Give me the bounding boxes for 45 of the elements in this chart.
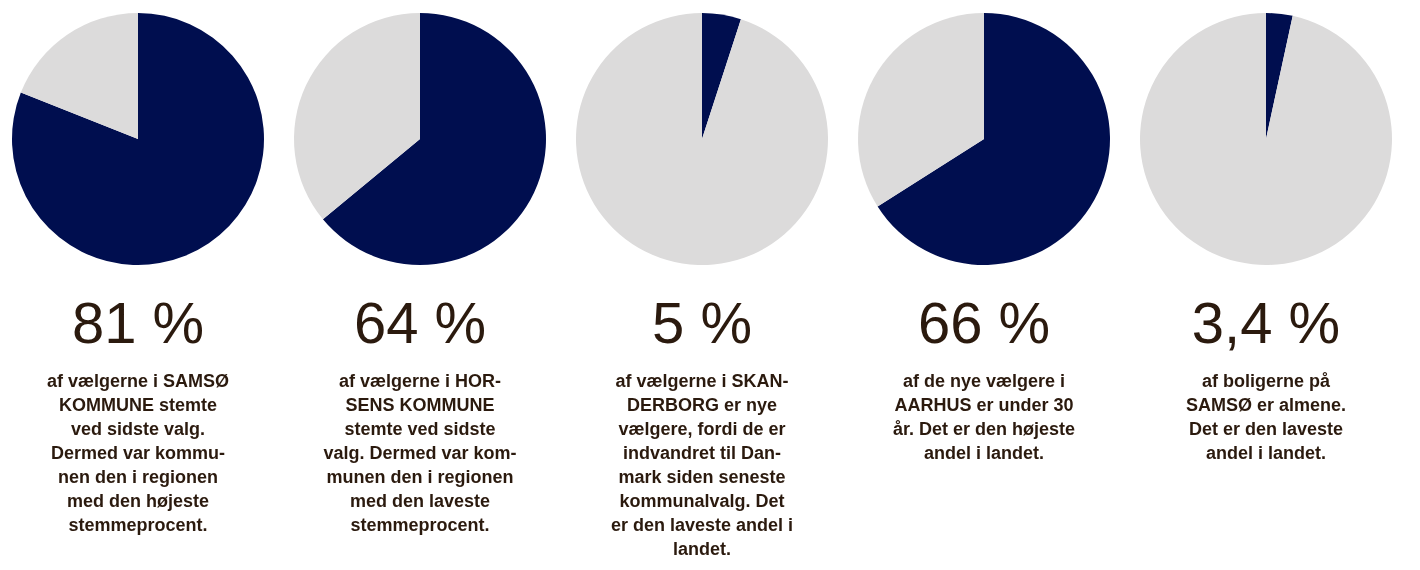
- text: 64 %: [353, 290, 487, 355]
- text: indvandret til Dan-: [622, 443, 782, 463]
- text: af vælgerne i SKAN-: [615, 371, 789, 391]
- text: af boligerne på: [1201, 371, 1331, 391]
- text: munen den i regionen: [326, 467, 514, 487]
- text: stemte ved sidste: [344, 419, 496, 439]
- pie-slice: [12, 13, 264, 265]
- text: er den laveste andel i: [610, 515, 794, 535]
- text: valg. Dermed var kom-: [323, 443, 517, 463]
- text: med den højeste: [66, 491, 210, 511]
- text: 81 %: [71, 290, 205, 355]
- text: stemmeprocent.: [68, 515, 208, 535]
- text: stemmeprocent.: [350, 515, 490, 535]
- text: af vælgerne i HOR-: [338, 371, 502, 391]
- text: vælgere, fordi de er: [618, 419, 786, 439]
- pie-slice: [576, 13, 828, 265]
- text: andel i landet.: [923, 443, 1045, 463]
- pie-slice: [877, 13, 1110, 265]
- text: DERBORG er nye: [626, 395, 778, 415]
- pie-slice: [20, 13, 138, 139]
- text: af de nye vælgere i: [902, 371, 1066, 391]
- pie-slice: [702, 13, 741, 139]
- pie-slice: [322, 13, 546, 265]
- pie-slice: [1266, 13, 1293, 139]
- pie-slice: [1140, 13, 1392, 265]
- text: AARHUS er under 30: [894, 395, 1074, 415]
- text: SENS KOMMUNE: [345, 395, 495, 415]
- text: 5 %: [652, 290, 752, 355]
- text: kommunalvalg. Det: [619, 491, 785, 511]
- text: Dermed var kommu-: [50, 443, 226, 463]
- text: nen den i regionen: [57, 467, 219, 487]
- text: 3,4 %: [1191, 290, 1341, 355]
- text: KOMMUNE stemte: [58, 395, 218, 415]
- text: med den laveste: [349, 491, 491, 511]
- text: landet.: [672, 539, 732, 559]
- text: Det er den laveste: [1188, 419, 1344, 439]
- text: SAMSØ er almene.: [1185, 395, 1347, 415]
- text: år. Det er den højeste: [892, 419, 1076, 439]
- text: af vælgerne i SAMSØ: [46, 371, 230, 391]
- pie-slice: [294, 13, 420, 220]
- text: 66 %: [917, 290, 1051, 355]
- text: andel i landet.: [1205, 443, 1327, 463]
- text: ved sidste valg.: [70, 419, 206, 439]
- text: mark siden seneste: [618, 467, 786, 487]
- pie-slice: [858, 13, 984, 207]
